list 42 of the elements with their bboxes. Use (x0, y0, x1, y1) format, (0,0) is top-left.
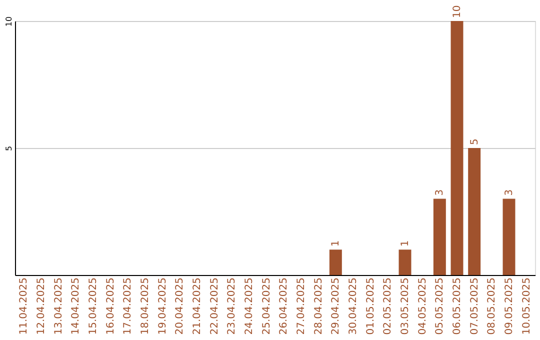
data-label: 10 (452, 5, 463, 18)
x-tick-label: 24.04.2025 (244, 278, 255, 335)
x-tick-label: 23.04.2025 (226, 278, 238, 335)
data-label: 5 (469, 138, 480, 145)
x-tick-label: 18.04.2025 (140, 278, 151, 335)
x-tick-label: 04.05.2025 (417, 278, 428, 335)
data-label: 1 (400, 240, 411, 247)
x-tick-label: 07.05.2025 (469, 278, 480, 335)
bar (450, 21, 464, 275)
x-tick-label: 10.05.2025 (521, 278, 532, 335)
x-tick-label: 30.04.2025 (348, 278, 359, 335)
bar (329, 250, 342, 275)
data-label: 3 (434, 189, 446, 196)
x-tick-label: 27.04.2025 (296, 278, 307, 335)
x-tick-label: 20.04.2025 (174, 278, 186, 335)
bar (433, 198, 446, 275)
x-tick-label: 14.04.2025 (70, 278, 82, 335)
bar (502, 198, 516, 275)
x-tick-label: 02.05.2025 (382, 278, 394, 335)
x-tick-label: 15.04.2025 (88, 278, 99, 335)
x-tick-label: 17.04.2025 (122, 278, 134, 335)
x-tick-label: 28.04.2025 (313, 278, 324, 335)
x-tick-label: 08.05.2025 (486, 278, 498, 335)
x-tick-label: 21.04.2025 (192, 278, 203, 335)
bar (398, 250, 412, 275)
x-tick-label: 01.05.2025 (365, 278, 376, 335)
x-tick-label: 11.04.2025 (18, 278, 30, 335)
x-tick-label: 09.05.2025 (504, 278, 515, 335)
x-tick-label: 29.04.2025 (330, 278, 342, 335)
x-tick-label: 26.04.2025 (278, 278, 290, 335)
x-tick-label: 25.04.2025 (261, 278, 272, 335)
x-tick-label: 05.05.2025 (434, 278, 446, 335)
x-tick-label: 13.04.2025 (53, 278, 64, 335)
x-tick-label: 12.04.2025 (36, 278, 47, 335)
x-tick-label: 03.05.2025 (400, 278, 411, 335)
bar (468, 148, 481, 275)
x-tick-label: 06.05.2025 (452, 278, 463, 335)
data-label: 1 (330, 240, 342, 247)
x-tick-label: 16.04.2025 (105, 278, 116, 335)
x-tick-label: 22.04.2025 (209, 278, 220, 335)
x-tick-label: 19.04.2025 (157, 278, 168, 335)
data-label: 3 (504, 189, 515, 196)
